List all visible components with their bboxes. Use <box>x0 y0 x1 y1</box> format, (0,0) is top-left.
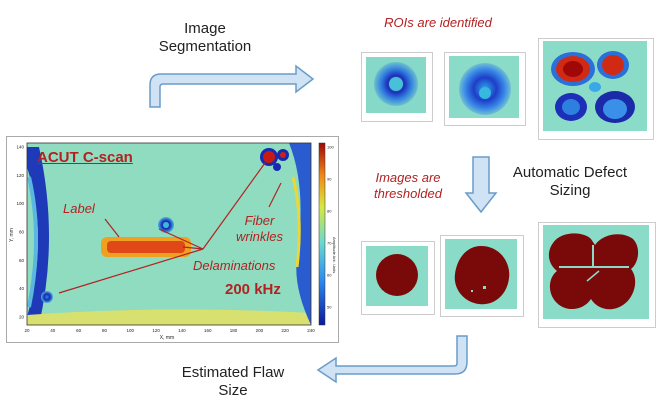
label-annotation: Label <box>63 201 95 216</box>
roi-image-1 <box>366 57 426 113</box>
y-axis-label: Y, mm <box>9 228 15 242</box>
x-tick-label: 240 <box>307 328 315 333</box>
cscan-panel: Amplitude Arb. Units 100 90 80 70 60 50 20 40 6… <box>6 136 339 343</box>
estimated-label: Estimated Flaw Size <box>181 364 285 399</box>
threshold-thumbnail-3 <box>538 222 656 328</box>
colorbar <box>318 142 326 326</box>
colorbar-tick-label: 100 <box>327 145 334 150</box>
x-tick-label: 100 <box>127 328 135 333</box>
roi-thumbnail-1 <box>361 52 433 122</box>
colorbar-tick-label: 60 <box>327 273 332 278</box>
x-tick-label: 220 <box>281 328 289 333</box>
x-tick-label: 40 <box>50 328 56 333</box>
x-axis-ticks: 20 40 60 80 100 120 140 160 180 200 220 240 <box>24 328 315 333</box>
threshold-image-1 <box>366 246 428 306</box>
x-tick-label: 140 <box>178 328 186 333</box>
thresholded-label: Images are thresholded <box>374 170 442 201</box>
threshold-image-3 <box>543 225 649 319</box>
y-tick-label: 120 <box>16 173 24 178</box>
y-tick-label: 40 <box>19 286 25 291</box>
y-tick-label: 20 <box>19 315 25 320</box>
y-tick-label: 80 <box>19 230 25 235</box>
threshold-image-2 <box>445 239 517 309</box>
y-tick-label: 140 <box>16 145 24 150</box>
sizing-label: Automatic Defect Sizing <box>512 164 628 199</box>
cscan-plot: Amplitude Arb. Units 100 90 80 70 60 50 20 40 6… <box>9 142 337 341</box>
y-axis-ticks: 140 120 100 80 60 40 20 <box>16 145 24 320</box>
delaminations-annotation: Delaminations <box>193 258 276 273</box>
colorbar-label: Amplitude Arb. Units <box>332 237 337 273</box>
x-tick-label: 60 <box>76 328 82 333</box>
x-tick-label: 180 <box>230 328 238 333</box>
rois-label: ROIs are identified <box>384 15 492 30</box>
roi-thumbnail-3 <box>538 38 654 140</box>
y-tick-label: 60 <box>19 258 25 263</box>
colorbar-ticks: 100 90 80 70 60 50 <box>327 145 334 310</box>
threshold-thumbnail-2 <box>440 235 524 317</box>
x-tick-label: 160 <box>204 328 212 333</box>
arrow-threshold <box>464 156 498 214</box>
roi-image-3 <box>543 41 647 131</box>
cscan-title: ACUT C-scan <box>37 149 133 166</box>
x-axis-label: X, mm <box>160 335 174 341</box>
frequency-label: 200 kHz <box>225 281 281 298</box>
colorbar-tick-label: 70 <box>327 241 332 246</box>
colorbar-tick-label: 80 <box>327 209 332 214</box>
x-tick-label: 20 <box>24 328 30 333</box>
roi-image-2 <box>449 56 519 118</box>
y-tick-label: 100 <box>16 201 24 206</box>
threshold-thumbnail-1 <box>361 241 435 315</box>
colorbar-tick-label: 50 <box>327 305 332 310</box>
x-tick-label: 80 <box>102 328 108 333</box>
fiber-wrinkles-annotation: Fiber wrinkles <box>236 213 283 244</box>
colorbar-tick-label: 90 <box>327 177 332 182</box>
x-tick-label: 200 <box>256 328 264 333</box>
x-tick-label: 120 <box>152 328 160 333</box>
arrow-estimated <box>316 335 468 384</box>
segmentation-label: Image Segmentation <box>158 20 252 55</box>
roi-thumbnail-2 <box>444 52 526 126</box>
arrow-segmentation <box>149 64 315 108</box>
